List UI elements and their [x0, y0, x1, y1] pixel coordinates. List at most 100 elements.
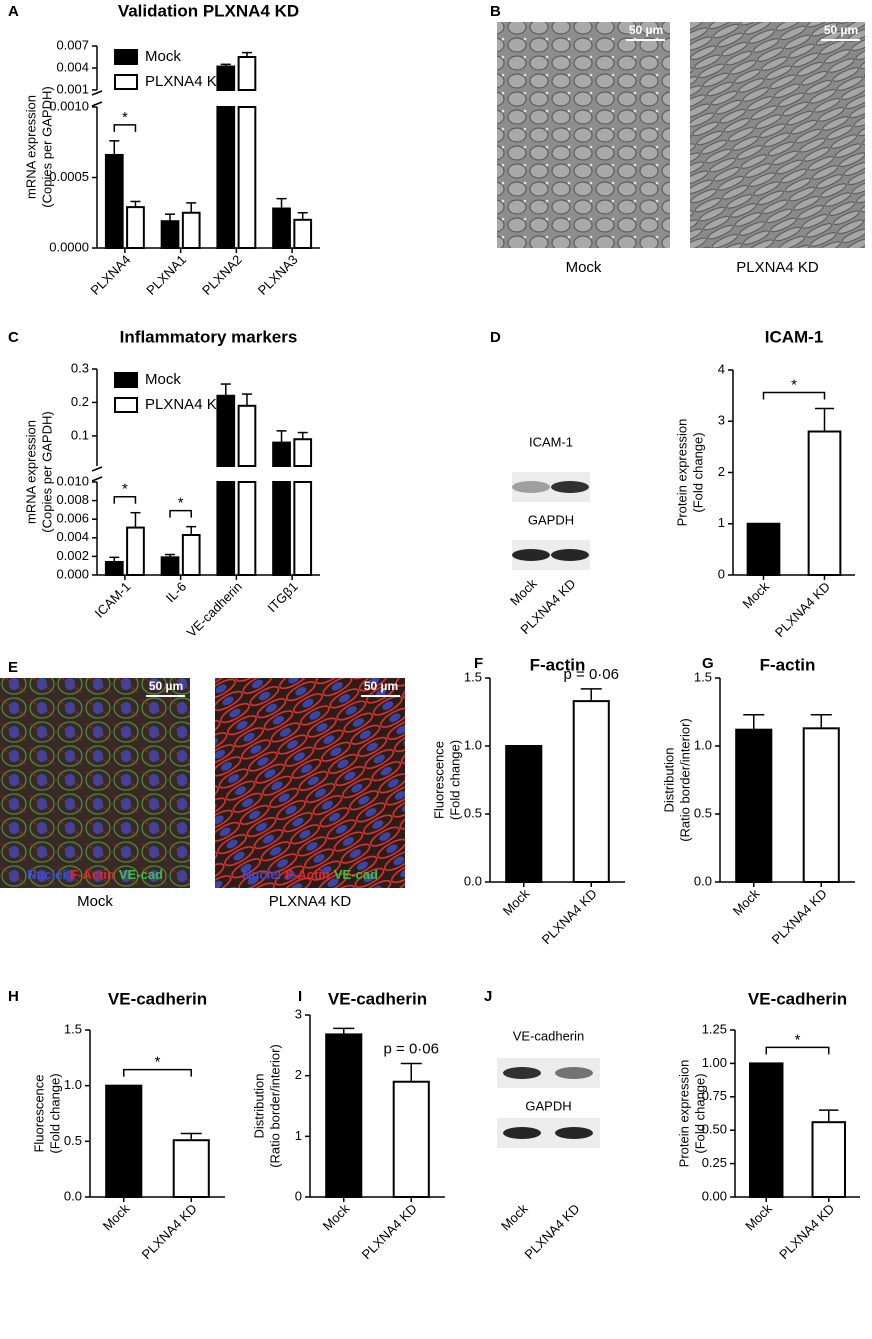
y-axis-label: (Copies per GAPDH) — [39, 411, 54, 532]
y-tick-label: 0.004 — [56, 529, 89, 544]
y-axis-label: Distribution — [251, 1073, 266, 1138]
bar — [237, 56, 257, 91]
x-tick-label: PLXNA3 — [255, 252, 301, 298]
y-axis-label: (Ratio border/interior) — [267, 1044, 282, 1168]
panel-letter: D — [490, 329, 501, 346]
x-tick-label: Mock — [730, 886, 763, 919]
bar — [237, 404, 257, 467]
y-tick-label: 0.006 — [56, 511, 89, 526]
scale-bar-label: 50 µm — [629, 23, 663, 37]
bar — [392, 1080, 430, 1198]
y-tick-label: 0.0 — [64, 1188, 82, 1203]
panel-letter: H — [8, 988, 19, 1005]
axis-break — [91, 476, 103, 482]
blot-band — [551, 549, 589, 561]
panel-letter: E — [8, 659, 18, 676]
bar — [104, 560, 124, 576]
channel-name: Nuclei — [27, 867, 66, 882]
annotation: p = 0·06 — [564, 666, 619, 683]
x-tick-label: PLXNA4 KD — [539, 886, 600, 947]
chart-title: VE-cadherin — [328, 989, 427, 1008]
lane-label: PLXNA4 KD — [521, 1201, 582, 1262]
significance-label: * — [178, 495, 184, 512]
channel-name: F-Actin — [70, 867, 115, 882]
blot-band — [503, 1127, 541, 1139]
blot-band — [503, 1067, 541, 1079]
bar — [160, 220, 180, 250]
bar — [237, 106, 257, 249]
y-tick-label: 0.0 — [464, 873, 482, 888]
x-tick-label: PLXNA2 — [199, 252, 245, 298]
y-axis-label: Protein expression — [676, 1060, 691, 1168]
x-tick-label: PLXNA4 KD — [139, 1201, 200, 1262]
y-axis-label: mRNA expression — [23, 420, 38, 524]
bar — [272, 481, 291, 576]
bar — [572, 700, 610, 883]
micrograph — [497, 22, 670, 248]
y-tick-label: 3 — [718, 413, 725, 428]
band-label: ICAM-1 — [529, 434, 573, 449]
x-tick-label: IL-6 — [163, 579, 189, 605]
y-tick-label: 2 — [295, 1067, 302, 1082]
x-tick-label: PLXNA4 KD — [769, 886, 830, 947]
significance-bracket — [762, 391, 826, 400]
y-tick-label: 0.0000 — [49, 239, 89, 254]
y-tick-label: 1.0 — [694, 737, 712, 752]
bar — [735, 728, 773, 883]
bar — [505, 745, 543, 883]
legend-label: Mock — [145, 48, 181, 65]
channel-name: VE-cad — [334, 867, 378, 882]
legend-swatch — [114, 49, 138, 65]
panel-letter: I — [298, 988, 302, 1005]
y-tick-label: 1 — [718, 515, 725, 530]
chart-title: F-actin — [760, 655, 816, 674]
y-tick-label: 0.5 — [464, 805, 482, 820]
y-tick-label: 3 — [295, 1006, 302, 1021]
y-tick-label: 1.5 — [464, 669, 482, 684]
channel-legend: Nuclei F-Actin VE-cad — [27, 867, 163, 882]
bar — [181, 211, 201, 249]
y-axis-label: (Fold change) — [692, 1073, 707, 1153]
chart-title: VE-cadherin — [108, 989, 207, 1008]
y-tick-label: 0.0010 — [49, 98, 89, 113]
legend-swatch — [114, 74, 138, 90]
x-tick-label: Mock — [320, 1201, 353, 1234]
significance-label: * — [122, 109, 128, 126]
bar — [325, 1033, 363, 1198]
x-tick-label: PLXNA4 — [88, 252, 134, 298]
y-tick-label: 0.001 — [56, 81, 89, 96]
bar — [293, 481, 313, 576]
bar — [181, 534, 201, 577]
bar — [216, 481, 236, 576]
y-tick-label: 0.002 — [56, 548, 89, 563]
y-tick-label: 1.0 — [64, 1077, 82, 1092]
chart-title: Inflammatory markers — [120, 327, 298, 346]
bar — [172, 1139, 210, 1198]
chart-title: Validation PLXNA4 KD — [118, 1, 299, 20]
blot-band — [512, 481, 550, 493]
significance-label: * — [791, 376, 797, 393]
bar — [811, 1121, 846, 1198]
y-tick-label: 1.5 — [694, 669, 712, 684]
channel-name: Nuclei — [242, 867, 281, 882]
bar — [272, 207, 291, 250]
y-tick-label: 0.50 — [702, 1122, 727, 1137]
y-tick-label: 0.2 — [71, 394, 89, 409]
panel-letter: B — [490, 3, 501, 20]
significance-bracket — [123, 1068, 192, 1077]
y-axis-label: Fluorescence — [431, 741, 446, 819]
bar — [216, 106, 236, 249]
lane-label: Mock — [507, 576, 540, 609]
y-tick-label: 0.007 — [56, 37, 89, 52]
lane-label: Mock — [498, 1201, 531, 1234]
x-tick-label: PLXNA4 KD — [772, 579, 833, 640]
y-tick-label: 0.0005 — [49, 169, 89, 184]
channel-legend: Nuclei F-Actin VE-cad — [242, 867, 378, 882]
x-tick-label: ITGβ1 — [264, 579, 300, 615]
panel-letter: C — [8, 329, 19, 346]
bar — [293, 438, 313, 468]
significance-bracket — [113, 495, 137, 504]
x-tick-label: PLXNA4 KD — [359, 1201, 420, 1262]
scale-bar-label: 50 µm — [364, 679, 398, 693]
bar — [293, 218, 313, 250]
